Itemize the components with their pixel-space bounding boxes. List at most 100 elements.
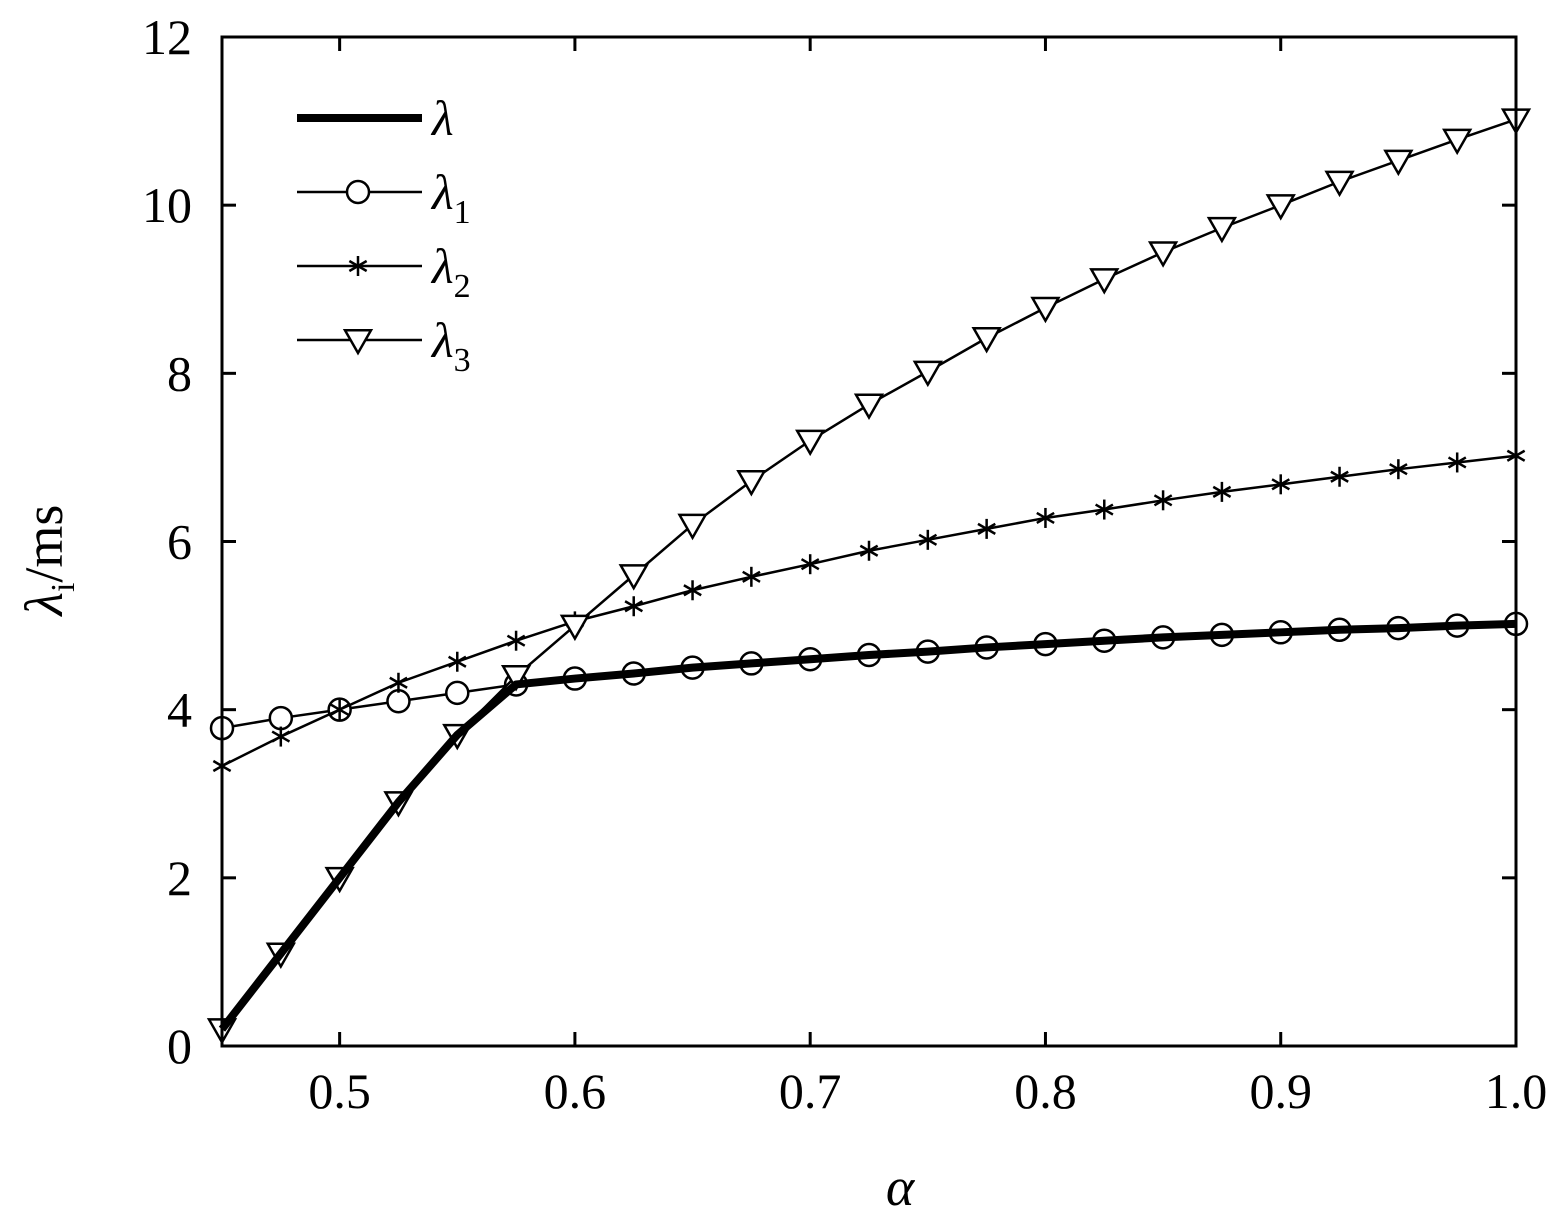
legend-label-main: λ — [430, 238, 454, 294]
data-point — [1265, 194, 1296, 221]
asterisk-stroke — [800, 558, 820, 571]
y-tick-label: 4 — [167, 682, 192, 738]
series-lambda — [218, 619, 1517, 1032]
data-point — [1036, 507, 1055, 528]
series-line — [218, 619, 1517, 1032]
y-axis-label-main: λ — [14, 592, 74, 617]
asterisk-stroke — [683, 584, 702, 597]
data-point — [800, 554, 820, 575]
data-point — [447, 651, 467, 672]
asterisk-stroke — [506, 634, 526, 647]
data-point — [736, 469, 767, 497]
legend-label-main: λ — [430, 164, 454, 220]
data-point — [1153, 490, 1173, 511]
y-tick-label: 8 — [167, 345, 192, 401]
x-tick-label: 1.0 — [1485, 1063, 1548, 1119]
data-point — [506, 630, 526, 651]
asterisk-stroke — [447, 655, 467, 668]
data-point — [389, 672, 408, 693]
asterisk-stroke — [1036, 511, 1055, 525]
asterisk-stroke — [348, 259, 368, 273]
legend-marker — [345, 179, 371, 205]
data-point — [1271, 474, 1291, 495]
y-tick-label: 6 — [167, 514, 192, 570]
asterisk-stroke — [742, 570, 761, 583]
asterisk-stroke — [271, 730, 291, 743]
data-point — [1030, 296, 1061, 324]
asterisk-stroke — [330, 703, 349, 716]
data-point — [1389, 459, 1408, 480]
x-tick-label: 0.9 — [1249, 1063, 1312, 1119]
data-point — [971, 327, 1002, 354]
data-point — [1330, 466, 1349, 487]
legend-label: λ1 — [430, 164, 471, 231]
y-axis-label: λi/ms — [14, 505, 82, 618]
data-point — [1447, 452, 1467, 473]
series-lambda-3 — [206, 108, 1532, 1045]
legend-label-sub: 3 — [454, 342, 471, 379]
asterisk-stroke — [977, 522, 996, 535]
asterisk-stroke — [1271, 478, 1291, 491]
asterisk-stroke — [1212, 485, 1232, 498]
data-point — [1147, 241, 1179, 268]
legend-marker — [342, 329, 374, 356]
data-point — [853, 393, 885, 420]
data-point — [1206, 216, 1238, 244]
data-point — [918, 529, 938, 550]
y-tick-label: 2 — [167, 850, 192, 906]
y-tick-label: 0 — [167, 1018, 192, 1074]
data-point — [386, 689, 411, 714]
y-tick-label: 10 — [142, 177, 192, 233]
x-tick-label: 0.5 — [308, 1063, 371, 1119]
data-point — [677, 513, 708, 541]
asterisk-stroke — [1389, 463, 1408, 476]
data-point — [271, 726, 291, 747]
data-point — [795, 429, 826, 457]
asterisk-stroke — [1330, 470, 1349, 483]
series-layer — [206, 108, 1532, 1045]
legend-entry: λ2 — [297, 238, 471, 305]
series-line — [221, 454, 1517, 768]
data-point — [859, 540, 879, 561]
legend-marker — [348, 256, 368, 276]
x-tick-label: 0.6 — [544, 1063, 607, 1119]
data-point — [500, 665, 532, 692]
data-point — [559, 614, 591, 642]
y-axis-label-unit: /ms — [14, 505, 74, 583]
legend-label: λ2 — [430, 238, 471, 305]
data-point — [977, 518, 996, 539]
data-point — [618, 564, 649, 591]
x-tick-label: 0.8 — [1014, 1063, 1077, 1119]
legend-entry: λ1 — [297, 164, 471, 231]
asterisk-stroke — [918, 533, 938, 546]
legend-label-sub: 1 — [454, 194, 471, 231]
data-point — [683, 580, 702, 601]
data-point — [1089, 268, 1120, 295]
data-point — [330, 699, 349, 720]
data-point — [1212, 481, 1232, 502]
data-point — [1383, 149, 1414, 177]
asterisk-stroke — [389, 676, 408, 689]
legend-label-sub: 2 — [454, 268, 471, 305]
asterisk-stroke — [1094, 503, 1114, 516]
x-axis-label: α — [886, 1157, 916, 1217]
legend-label-main: λ — [430, 312, 454, 368]
legend-label: λ3 — [430, 312, 471, 379]
legend-entry: λ3 — [297, 312, 471, 379]
x-tick-label: 0.7 — [779, 1063, 842, 1119]
data-point — [1442, 128, 1473, 156]
data-point — [742, 566, 761, 587]
series-line — [221, 118, 1517, 1030]
legend-label: λ — [430, 90, 454, 146]
y-tick-label: 12 — [142, 9, 192, 65]
asterisk-stroke — [1447, 456, 1467, 469]
data-point — [268, 705, 294, 731]
legend-entry: λ — [297, 90, 454, 146]
y-axis-label-sub: i — [45, 583, 82, 592]
data-point — [624, 596, 644, 617]
data-point — [1094, 499, 1114, 520]
asterisk-stroke — [859, 544, 879, 557]
